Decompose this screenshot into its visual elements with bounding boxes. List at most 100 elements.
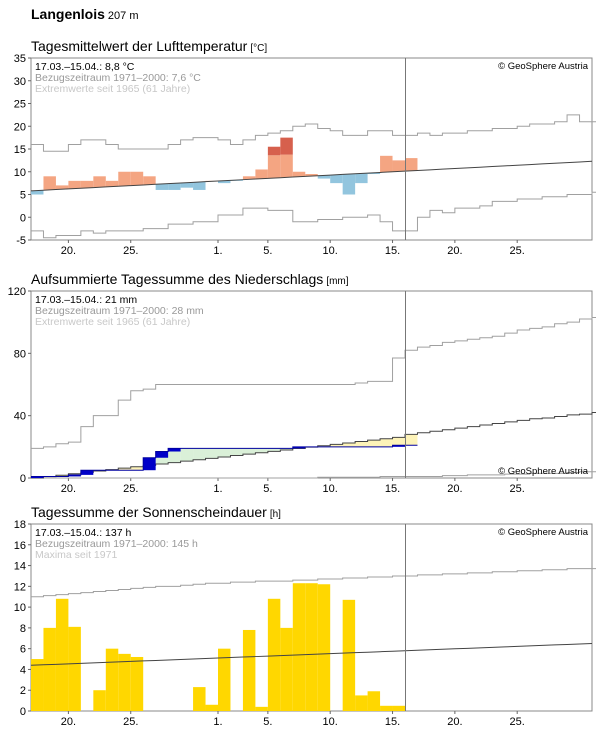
temp-bar-cold: [155, 183, 169, 190]
min-extreme-line: [31, 471, 596, 479]
y-tick-label: 6: [20, 644, 26, 656]
temp-bar-warm: [105, 180, 119, 187]
precip-diff-area: [230, 448, 243, 456]
y-tick-label: 10: [14, 167, 26, 179]
precip-cumulative-line: [31, 444, 418, 477]
precip-diff-area: [168, 448, 181, 463]
y-tick-label: 5: [20, 190, 26, 202]
precipitation-chart-title: Aufsummierte Tagessumme des Niederschlag…: [31, 271, 349, 287]
x-tick-label: 20.: [447, 716, 462, 728]
temp-bar-cold: [31, 190, 44, 195]
x-tick-label: 20.: [61, 245, 76, 257]
x-tick-label: 20.: [61, 716, 76, 728]
precip-diff-area: [193, 448, 206, 460]
precipitation-title-text: Aufsummierte Tagessumme des Niederschlag…: [31, 271, 324, 287]
y-tick-label: 20: [14, 121, 26, 133]
x-tick-label: 25.: [510, 716, 525, 728]
precip-daily-block: [292, 446, 306, 449]
sunshine-bar: [31, 659, 44, 711]
precip-diff-area: [255, 448, 268, 453]
sunshine-bar: [130, 656, 144, 711]
station-header: Langenlois 207 m: [31, 6, 138, 22]
x-tick-label: 5.: [263, 245, 272, 257]
max-sunshine-line: [31, 568, 596, 598]
temp-bar-cold: [355, 173, 368, 184]
chart-panel-1: -5 0 5 10 15 20 25 30 35 20. 25. 1. 5. 10. 15. 20. 25. 17…: [14, 53, 596, 257]
precip-diff-area: [405, 434, 418, 446]
temp-bar-cold: [168, 183, 181, 190]
temp-bar-cold: [193, 181, 206, 190]
y-tick-label: 16: [14, 540, 26, 552]
info-line-2: Bezugszeitraum 1971–2000: 7,6 °C: [35, 72, 201, 84]
x-tick-label: 5.: [263, 716, 272, 728]
temp-bar-warm: [118, 171, 131, 186]
precipitation-unit: [mm]: [326, 276, 349, 287]
temp-bar-warm: [267, 155, 281, 179]
copyright-label: © GeoSphere Austria: [498, 466, 589, 477]
temp-bar-warm: [55, 185, 69, 190]
precip-diff-area: [55, 475, 69, 477]
precip-daily-block: [143, 457, 156, 471]
precip-diff-area: [218, 448, 231, 457]
temp-bar-warm: [68, 180, 81, 189]
sunshine-bar: [68, 626, 81, 711]
info-line-3: Maxima seit 1971: [35, 549, 117, 561]
temp-bar-cold: [367, 172, 381, 175]
x-tick-label: 20.: [61, 483, 76, 495]
y-tick-label: 35: [14, 53, 26, 65]
precip-daily-block: [31, 476, 44, 478]
precip-diff-area: [367, 440, 381, 447]
sunshine-bar: [380, 705, 393, 711]
sunshine-bar: [317, 584, 331, 711]
precip-diff-area: [118, 468, 131, 471]
precip-daily-block: [392, 445, 405, 447]
chart-panel-3: 0 2 4 6 8 10 12 14 16 18 20. 25. 1. 5. 10. 15. 20. 25. 17.…: [14, 519, 596, 728]
precip-diff-area: [380, 438, 393, 447]
x-tick-label: 1.: [213, 245, 222, 257]
precip-diff-area: [392, 437, 405, 446]
x-tick-label: 25.: [510, 245, 525, 257]
sunshine-bar: [305, 583, 318, 711]
temp-bar-warm: [80, 180, 94, 188]
x-tick-label: 15.: [385, 245, 400, 257]
precip-diff-area: [180, 448, 194, 462]
info-line-2: Bezugszeitraum 1971–2000: 28 mm: [35, 305, 204, 317]
sunshine-bar: [43, 627, 56, 711]
precip-diff-area: [355, 441, 368, 447]
temp-bar-warm: [130, 171, 144, 186]
temp-bar-warm: [292, 171, 306, 177]
x-tick-label: 10.: [323, 245, 338, 257]
sunshine-title-text: Tagessumme der Sonnenscheindauer: [31, 504, 267, 520]
y-tick-label: 30: [14, 76, 26, 88]
x-tick-label: 15.: [385, 716, 400, 728]
precip-diff-area: [68, 473, 81, 475]
x-tick-label: 15.: [385, 483, 400, 495]
y-tick-label: 10: [14, 602, 26, 614]
info-line-3: Extremwerte seit 1965 (61 Jahre): [35, 83, 190, 95]
temp-bar-warm: [93, 176, 106, 188]
y-tick-label: 0: [20, 706, 26, 718]
copyright-label: © GeoSphere Austria: [498, 527, 589, 538]
x-tick-label: 20.: [447, 483, 462, 495]
temp-bar-warm: [380, 155, 393, 173]
precip-diff-area: [205, 448, 218, 459]
temp-bar-warm: [305, 174, 318, 177]
precip-diff-area: [342, 442, 356, 447]
temp-bar-warm: [43, 176, 56, 190]
max-extreme-line: [31, 316, 596, 449]
precip-daily-block: [80, 470, 94, 475]
x-tick-label: 1.: [213, 483, 222, 495]
y-tick-label: 8: [20, 623, 26, 635]
x-tick-label: 5.: [263, 483, 272, 495]
sunshine-chart-title: Tagessumme der Sonnenscheindauer [h]: [31, 504, 281, 520]
sunshine-bar: [292, 583, 306, 711]
normal-line: [30, 642, 593, 666]
y-tick-label: 14: [14, 561, 26, 573]
info-line-1: 17.03.–15.04.: 21 mm: [35, 294, 137, 306]
sunshine-bar: [342, 599, 356, 711]
temp-bar-cold: [330, 174, 343, 184]
y-tick-label: 18: [14, 519, 26, 531]
sunshine-bar: [205, 704, 218, 711]
x-tick-label: 1.: [213, 716, 222, 728]
temperature-title-text: Tagesmittelwert der Lufttemperatur: [31, 38, 248, 54]
